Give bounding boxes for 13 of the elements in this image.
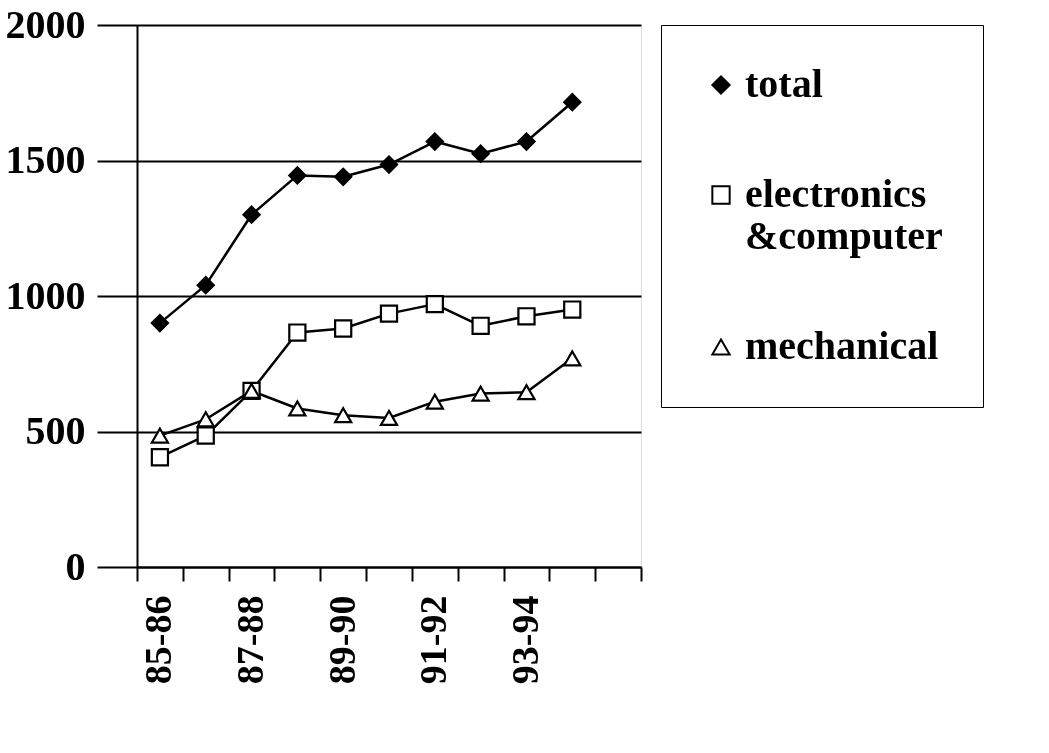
x-tick-label: 87-88	[229, 595, 272, 685]
legend-label: electronics &computer	[745, 171, 943, 258]
y-tick-label: 2000	[5, 1, 86, 47]
y-tick-label: 500	[25, 408, 86, 453]
x-tick-label: 89-90	[320, 595, 363, 685]
legend-label: mechanical	[745, 323, 939, 368]
legend-label: total	[745, 61, 823, 106]
x-tick-label: 85-86	[137, 595, 180, 685]
y-tick-label: 1500	[5, 137, 86, 182]
y-tick-label: 1000	[5, 272, 86, 318]
y-tick-label: 0	[65, 543, 86, 589]
x-tick-label: 91-92	[412, 595, 455, 685]
x-tick-label: 93-94	[503, 595, 546, 685]
